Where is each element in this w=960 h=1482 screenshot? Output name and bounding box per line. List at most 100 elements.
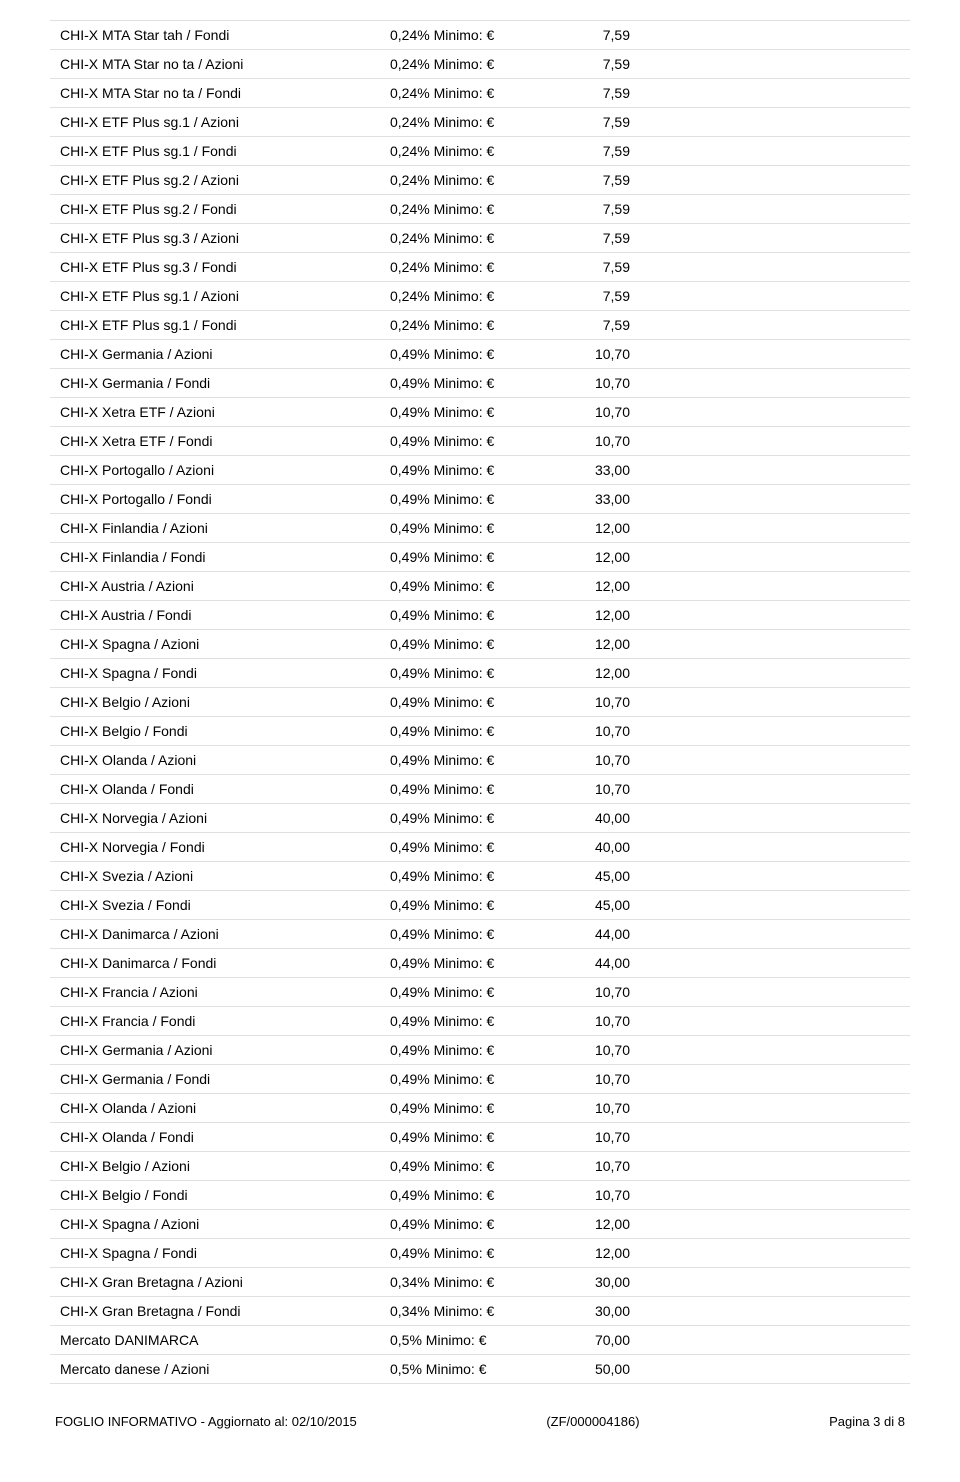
cell-value: 12,00 xyxy=(550,1216,640,1232)
table-row: CHI-X Spagna / Azioni0,49% Minimo: €12,0… xyxy=(50,630,910,659)
cell-name: CHI-X Olanda / Azioni xyxy=(50,752,390,768)
cell-rate: 0,49% Minimo: € xyxy=(390,1100,550,1116)
data-table: CHI-X MTA Star tah / Fondi0,24% Minimo: … xyxy=(50,20,910,1384)
cell-name: Mercato danese / Azioni xyxy=(50,1361,390,1377)
cell-value: 70,00 xyxy=(550,1332,640,1348)
cell-value: 40,00 xyxy=(550,810,640,826)
cell-name: CHI-X Danimarca / Azioni xyxy=(50,926,390,942)
cell-rate: 0,49% Minimo: € xyxy=(390,1129,550,1145)
table-row: CHI-X Belgio / Fondi0,49% Minimo: €10,70 xyxy=(50,1181,910,1210)
cell-rate: 0,49% Minimo: € xyxy=(390,1042,550,1058)
cell-rate: 0,24% Minimo: € xyxy=(390,143,550,159)
cell-name: CHI-X ETF Plus sg.3 / Azioni xyxy=(50,230,390,246)
cell-rate: 0,5% Minimo: € xyxy=(390,1332,550,1348)
table-row: CHI-X ETF Plus sg.1 / Fondi0,24% Minimo:… xyxy=(50,137,910,166)
cell-value: 10,70 xyxy=(550,346,640,362)
table-row: CHI-X Spagna / Azioni0,49% Minimo: €12,0… xyxy=(50,1210,910,1239)
cell-value: 45,00 xyxy=(550,868,640,884)
table-row: CHI-X Norvegia / Fondi0,49% Minimo: €40,… xyxy=(50,833,910,862)
cell-value: 40,00 xyxy=(550,839,640,855)
cell-name: CHI-X Gran Bretagna / Fondi xyxy=(50,1303,390,1319)
cell-rate: 0,49% Minimo: € xyxy=(390,781,550,797)
table-row: CHI-X Gran Bretagna / Fondi0,34% Minimo:… xyxy=(50,1297,910,1326)
cell-value: 7,59 xyxy=(550,56,640,72)
cell-name: CHI-X ETF Plus sg.1 / Azioni xyxy=(50,114,390,130)
cell-name: CHI-X Finlandia / Azioni xyxy=(50,520,390,536)
table-row: CHI-X Olanda / Azioni0,49% Minimo: €10,7… xyxy=(50,1094,910,1123)
cell-rate: 0,49% Minimo: € xyxy=(390,723,550,739)
cell-rate: 0,24% Minimo: € xyxy=(390,27,550,43)
table-row: CHI-X Spagna / Fondi0,49% Minimo: €12,00 xyxy=(50,1239,910,1268)
table-row: CHI-X Francia / Fondi0,49% Minimo: €10,7… xyxy=(50,1007,910,1036)
cell-value: 10,70 xyxy=(550,781,640,797)
cell-name: CHI-X Finlandia / Fondi xyxy=(50,549,390,565)
cell-name: CHI-X ETF Plus sg.1 / Azioni xyxy=(50,288,390,304)
cell-name: CHI-X Olanda / Fondi xyxy=(50,1129,390,1145)
table-row: CHI-X Xetra ETF / Fondi0,49% Minimo: €10… xyxy=(50,427,910,456)
cell-name: CHI-X Svezia / Fondi xyxy=(50,897,390,913)
cell-rate: 0,49% Minimo: € xyxy=(390,752,550,768)
page-footer: FOGLIO INFORMATIVO - Aggiornato al: 02/1… xyxy=(50,1414,910,1449)
cell-name: CHI-X Belgio / Azioni xyxy=(50,694,390,710)
cell-value: 10,70 xyxy=(550,1129,640,1145)
cell-name: CHI-X Xetra ETF / Fondi xyxy=(50,433,390,449)
table-row: CHI-X ETF Plus sg.2 / Azioni0,24% Minimo… xyxy=(50,166,910,195)
cell-value: 7,59 xyxy=(550,201,640,217)
table-row: CHI-X Olanda / Azioni0,49% Minimo: €10,7… xyxy=(50,746,910,775)
cell-name: CHI-X Germania / Fondi xyxy=(50,1071,390,1087)
table-row: CHI-X MTA Star tah / Fondi0,24% Minimo: … xyxy=(50,20,910,50)
cell-value: 33,00 xyxy=(550,462,640,478)
cell-rate: 0,49% Minimo: € xyxy=(390,955,550,971)
table-row: CHI-X Portogallo / Azioni0,49% Minimo: €… xyxy=(50,456,910,485)
table-row: CHI-X ETF Plus sg.3 / Fondi0,24% Minimo:… xyxy=(50,253,910,282)
cell-value: 12,00 xyxy=(550,578,640,594)
cell-name: CHI-X Francia / Azioni xyxy=(50,984,390,1000)
table-row: CHI-X ETF Plus sg.1 / Azioni0,24% Minimo… xyxy=(50,108,910,137)
cell-value: 45,00 xyxy=(550,897,640,913)
cell-rate: 0,49% Minimo: € xyxy=(390,665,550,681)
cell-name: CHI-X ETF Plus sg.3 / Fondi xyxy=(50,259,390,275)
cell-name: CHI-X Spagna / Fondi xyxy=(50,1245,390,1261)
table-row: CHI-X Olanda / Fondi0,49% Minimo: €10,70 xyxy=(50,775,910,804)
table-row: CHI-X MTA Star no ta / Azioni0,24% Minim… xyxy=(50,50,910,79)
cell-value: 12,00 xyxy=(550,520,640,536)
cell-value: 12,00 xyxy=(550,636,640,652)
cell-value: 50,00 xyxy=(550,1361,640,1377)
cell-value: 12,00 xyxy=(550,607,640,623)
cell-name: CHI-X Germania / Fondi xyxy=(50,375,390,391)
cell-rate: 0,24% Minimo: € xyxy=(390,288,550,304)
cell-rate: 0,49% Minimo: € xyxy=(390,1013,550,1029)
cell-value: 12,00 xyxy=(550,1245,640,1261)
cell-name: CHI-X Danimarca / Fondi xyxy=(50,955,390,971)
cell-value: 10,70 xyxy=(550,433,640,449)
cell-rate: 0,49% Minimo: € xyxy=(390,578,550,594)
cell-name: CHI-X Belgio / Azioni xyxy=(50,1158,390,1174)
table-row: CHI-X ETF Plus sg.2 / Fondi0,24% Minimo:… xyxy=(50,195,910,224)
cell-rate: 0,49% Minimo: € xyxy=(390,520,550,536)
cell-value: 10,70 xyxy=(550,1071,640,1087)
cell-value: 10,70 xyxy=(550,1158,640,1174)
cell-rate: 0,49% Minimo: € xyxy=(390,607,550,623)
cell-name: CHI-X Olanda / Fondi xyxy=(50,781,390,797)
cell-value: 33,00 xyxy=(550,491,640,507)
cell-rate: 0,49% Minimo: € xyxy=(390,549,550,565)
cell-name: CHI-X ETF Plus sg.1 / Fondi xyxy=(50,317,390,333)
cell-name: CHI-X ETF Plus sg.2 / Azioni xyxy=(50,172,390,188)
footer-left: FOGLIO INFORMATIVO - Aggiornato al: 02/1… xyxy=(55,1414,357,1429)
cell-value: 30,00 xyxy=(550,1303,640,1319)
cell-name: CHI-X Spagna / Azioni xyxy=(50,636,390,652)
table-row: CHI-X Belgio / Azioni0,49% Minimo: €10,7… xyxy=(50,688,910,717)
table-row: CHI-X MTA Star no ta / Fondi0,24% Minimo… xyxy=(50,79,910,108)
cell-rate: 0,49% Minimo: € xyxy=(390,810,550,826)
cell-value: 7,59 xyxy=(550,288,640,304)
cell-value: 10,70 xyxy=(550,1100,640,1116)
cell-value: 10,70 xyxy=(550,1013,640,1029)
cell-name: CHI-X Spagna / Fondi xyxy=(50,665,390,681)
cell-value: 7,59 xyxy=(550,143,640,159)
cell-name: CHI-X ETF Plus sg.2 / Fondi xyxy=(50,201,390,217)
cell-value: 10,70 xyxy=(550,1187,640,1203)
cell-rate: 0,49% Minimo: € xyxy=(390,491,550,507)
cell-rate: 0,24% Minimo: € xyxy=(390,85,550,101)
table-row: CHI-X Danimarca / Azioni0,49% Minimo: €4… xyxy=(50,920,910,949)
cell-value: 30,00 xyxy=(550,1274,640,1290)
